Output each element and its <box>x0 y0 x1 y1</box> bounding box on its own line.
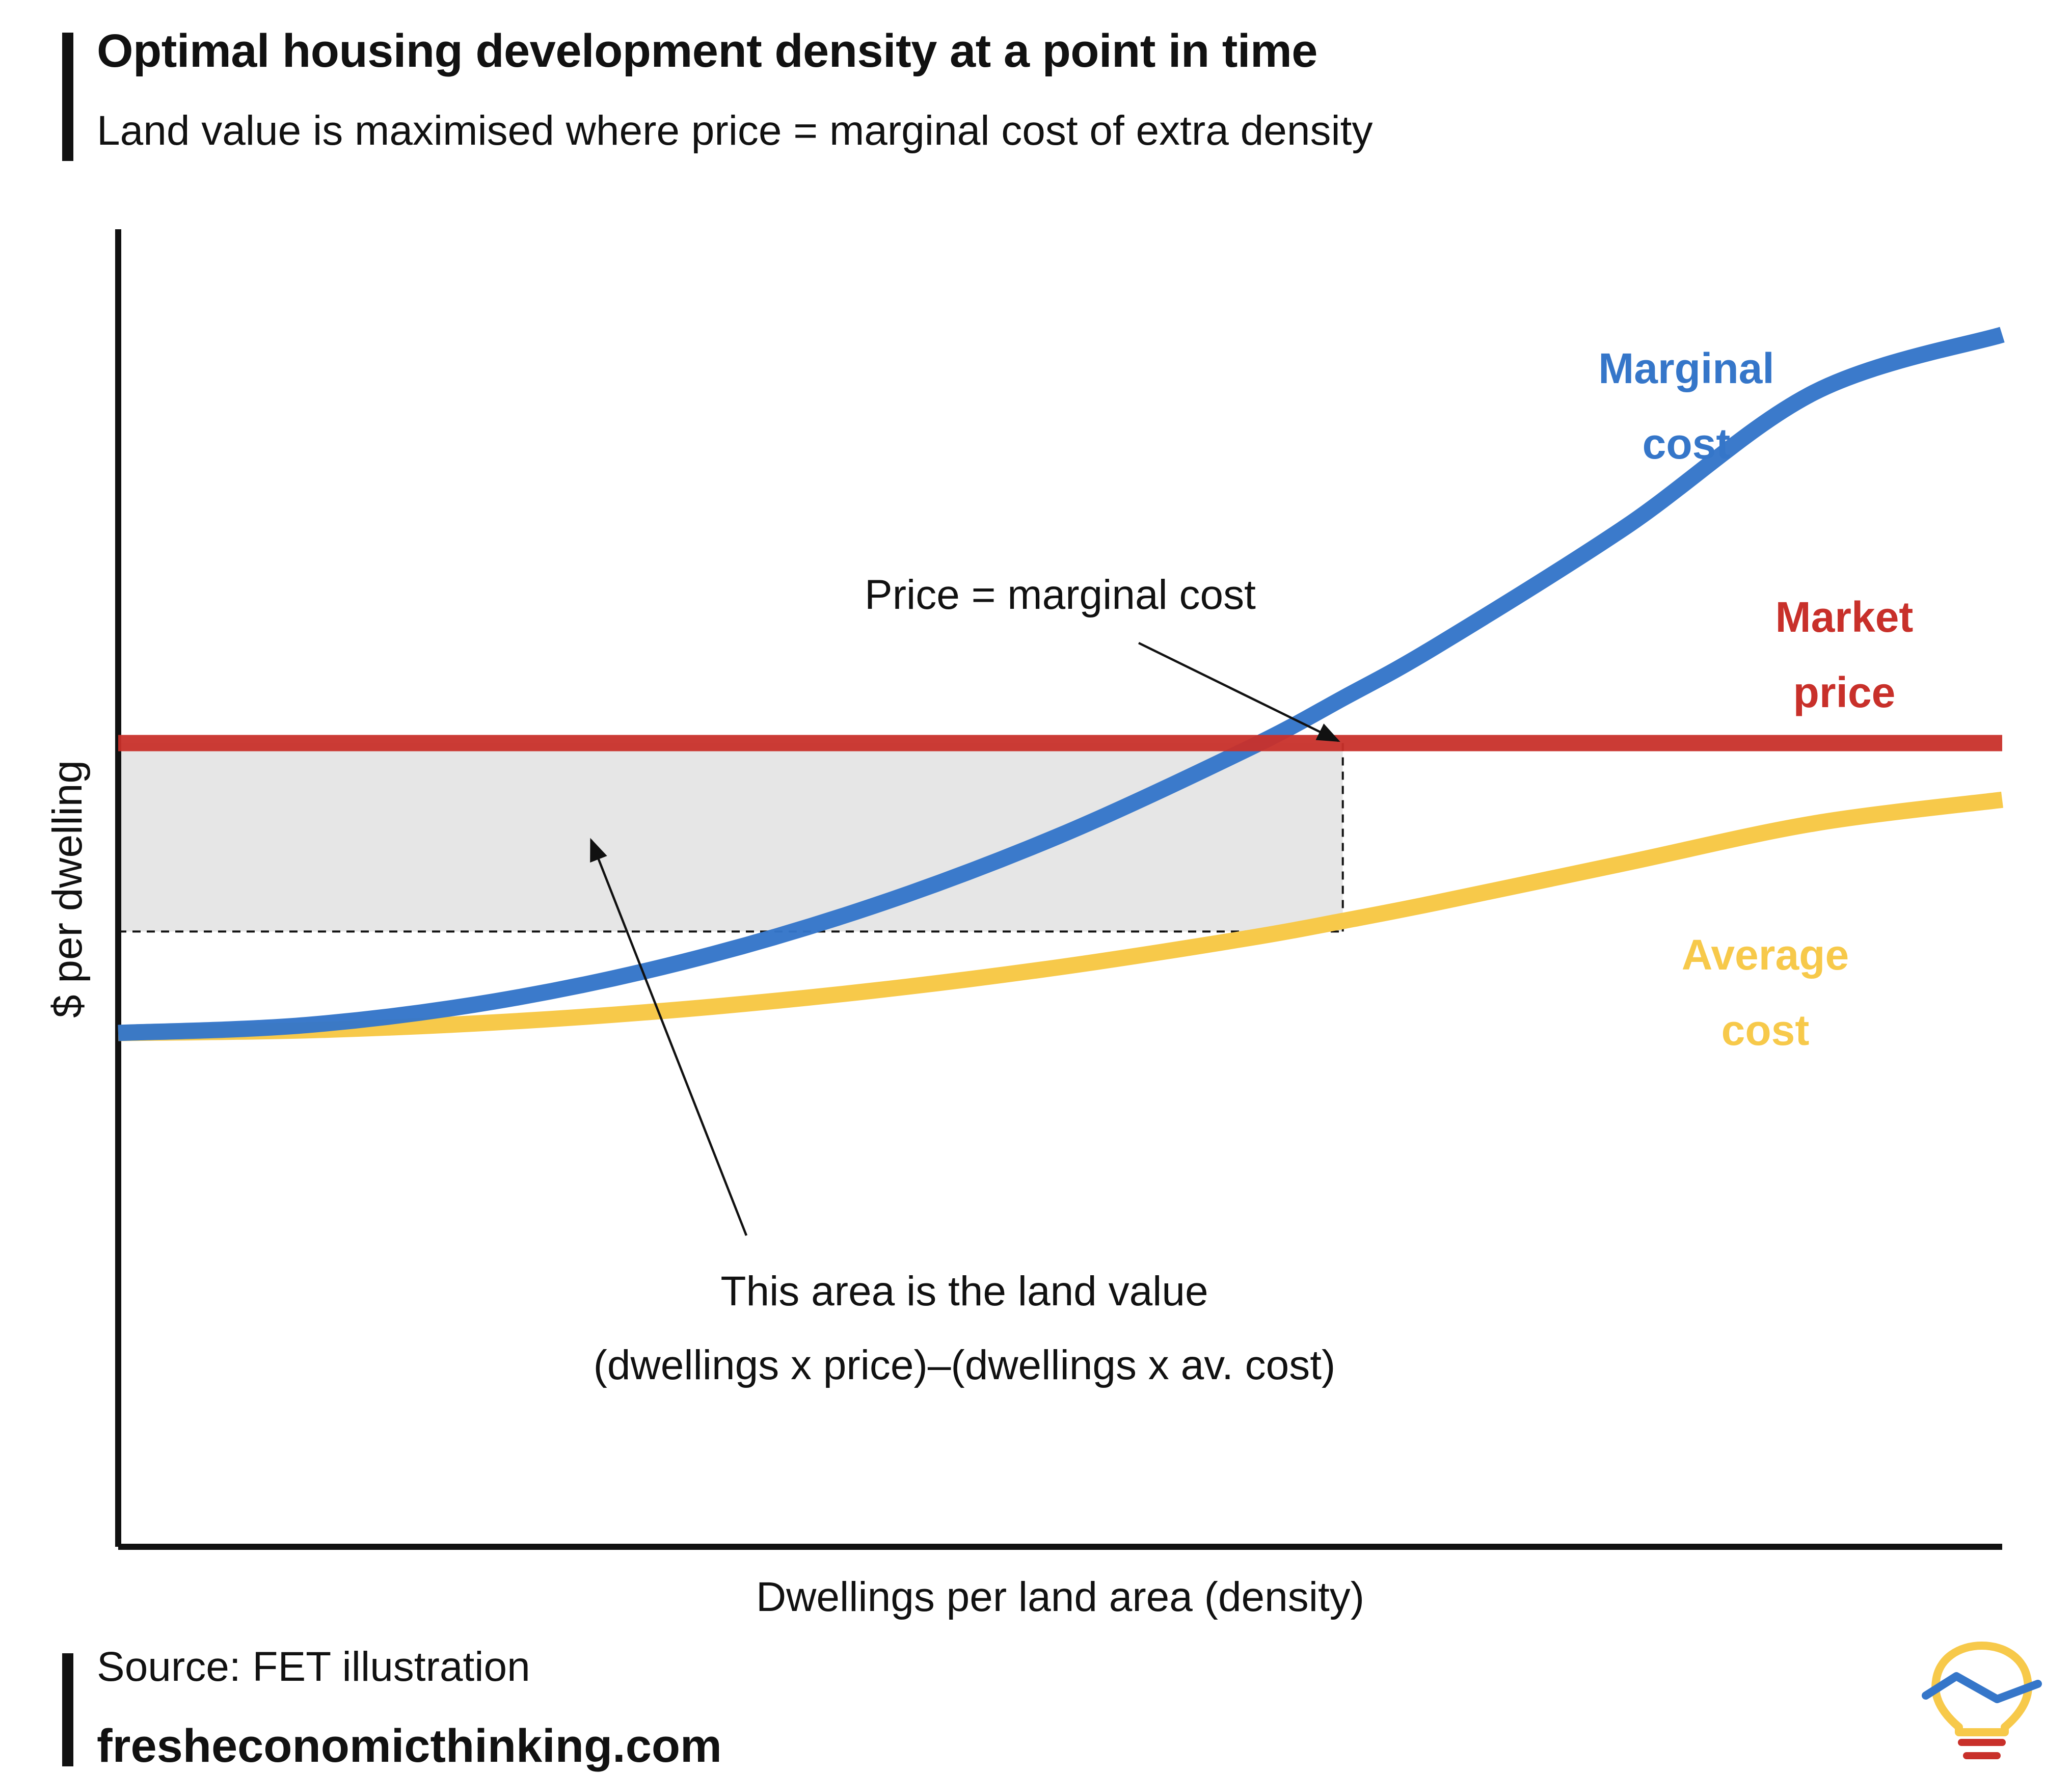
series-label-line: Average <box>1682 931 1849 979</box>
lightbulb-logo-icon <box>1922 1642 2042 1759</box>
land-value-arrow <box>590 838 748 1236</box>
logo-trend-line <box>1922 1672 2042 1703</box>
price-equals-mc-arrow <box>1138 641 1340 742</box>
source-note: Source: FET illustration <box>97 1644 530 1690</box>
series-label-line: cost <box>1721 1006 1810 1054</box>
annotation-line: Price = marginal cost <box>865 572 1256 618</box>
page-subtitle: Land value is maximised where price = ma… <box>97 108 1373 154</box>
land-value-shaded-area <box>118 743 1343 932</box>
average-cost-label: Average cost <box>1682 931 1849 1054</box>
average-cost-line <box>118 791 2003 1041</box>
title-accent-bar <box>62 33 73 161</box>
page-title: Optimal housing development density at a… <box>97 25 1317 77</box>
market-price-label: Market price <box>1775 593 1914 716</box>
y-axis-label: $ per dwelling <box>44 760 91 1018</box>
series-label-line: Market <box>1775 593 1914 641</box>
annotation-line: (dwellings x price)–(dwellings x av. cos… <box>594 1342 1336 1388</box>
marginal-cost-label: Marginal cost <box>1598 344 1774 468</box>
series-label-line: Marginal <box>1598 344 1774 392</box>
annotation-line: This area is the land value <box>720 1268 1208 1314</box>
series-label-line: price <box>1793 668 1896 716</box>
x-axis-label: Dwellings per land area (density) <box>756 1574 1364 1620</box>
footer-accent-bar <box>62 1653 73 1766</box>
website-link[interactable]: fresheconomicthinking.com <box>97 1720 722 1772</box>
series-label-line: cost <box>1643 420 1731 468</box>
annotation-price-eq-mc: Price = marginal cost <box>865 572 1256 618</box>
annotation-land-value: This area is the land value (dwellings x … <box>594 1268 1336 1388</box>
marginal-cost-line <box>118 327 2005 1041</box>
